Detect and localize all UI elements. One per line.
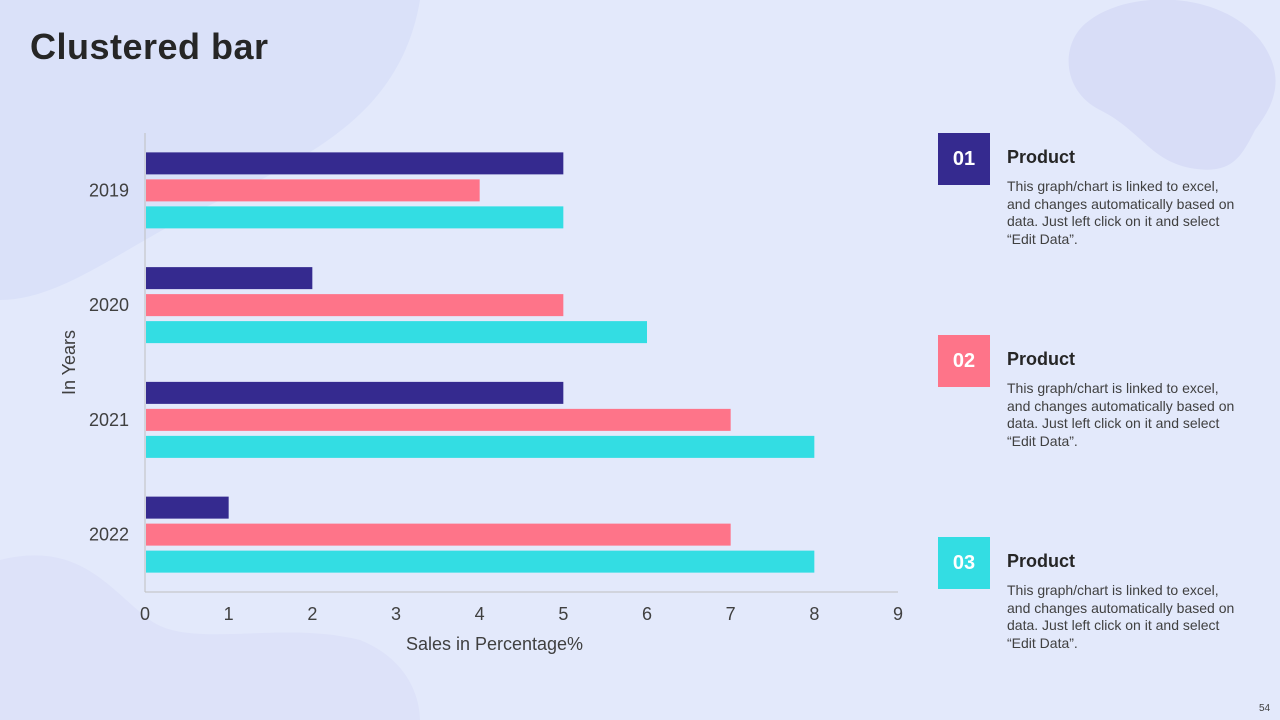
legend-badge: 01: [938, 133, 990, 185]
bar-2021-series-1[interactable]: [146, 381, 564, 404]
bar-2019-series-3[interactable]: [146, 206, 564, 229]
bar-2020-series-1[interactable]: [146, 267, 313, 290]
legend-item-01: 01 Product This graph/chart is linked to…: [938, 133, 1258, 253]
bar-2022-series-2[interactable]: [146, 523, 731, 546]
legend-badge: 03: [938, 537, 990, 589]
x-tick-label: 3: [391, 604, 401, 624]
x-tick-label: 5: [558, 604, 568, 624]
legend-description: This graph/chart is linked to excel, and…: [1007, 178, 1235, 247]
legend-item-02: 02 Product This graph/chart is linked to…: [938, 335, 1258, 455]
bar-2020-series-2[interactable]: [146, 294, 564, 317]
legend-description: This graph/chart is linked to excel, and…: [1007, 582, 1235, 651]
y-tick-label: 2019: [89, 180, 129, 200]
bar-2019-series-1[interactable]: [146, 152, 564, 175]
legend-title: Product: [1007, 147, 1076, 167]
x-tick-label: 9: [893, 604, 903, 624]
legend-badge: 02: [938, 335, 990, 387]
x-tick-label: 7: [726, 604, 736, 624]
y-tick-label: 2021: [89, 410, 129, 430]
x-tick-label: 8: [809, 604, 819, 624]
bar-2021-series-2[interactable]: [146, 408, 731, 431]
bar-2019-series-2[interactable]: [146, 179, 480, 202]
bar-2021-series-3[interactable]: [146, 435, 815, 458]
legend-title: Product: [1007, 349, 1076, 369]
page-number: 54: [1259, 703, 1271, 714]
x-tick-label: 0: [140, 604, 150, 624]
y-axis-label: In Years: [59, 330, 79, 395]
legend-title: Product: [1007, 551, 1076, 571]
bar-2022-series-3[interactable]: [146, 550, 815, 573]
y-tick-label: 2022: [89, 525, 129, 545]
x-tick-label: 2: [307, 604, 317, 624]
bar-2020-series-3[interactable]: [146, 321, 647, 344]
x-tick-label: 1: [224, 604, 234, 624]
slide-title: Clustered bar: [30, 26, 269, 67]
x-axis-label: Sales in Percentage%: [406, 634, 583, 654]
x-tick-label: 4: [475, 604, 485, 624]
legend-item-03: 03 Product This graph/chart is linked to…: [938, 537, 1258, 657]
bar-2022-series-1[interactable]: [146, 496, 229, 519]
x-tick-label: 6: [642, 604, 652, 624]
legend-description: This graph/chart is linked to excel, and…: [1007, 380, 1235, 449]
y-tick-label: 2020: [89, 295, 129, 315]
